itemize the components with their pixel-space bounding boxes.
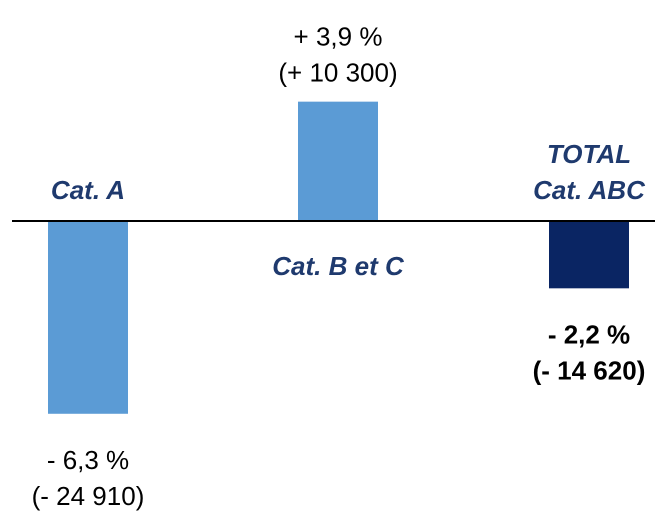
category-label-cat-a-line-1: Cat. A (51, 175, 125, 205)
category-label-cat-b-et-c-line-1: Cat. B et C (272, 251, 405, 281)
bar-cat-b-et-c (298, 101, 378, 221)
data-label-cat-b-et-c-line-2: (+ 10 300) (278, 58, 397, 88)
data-label-cat-b-et-c-line-1: + 3,9 % (294, 22, 383, 52)
data-label-cat-a-line-2: (- 24 910) (32, 481, 145, 511)
category-label-total-cat-abc-line-1: TOTAL (547, 139, 631, 169)
bar-total-cat-abc (549, 221, 629, 289)
bars-group (48, 101, 629, 414)
data-label-total-cat-abc-line-2: (- 14 620) (533, 355, 646, 385)
bar-cat-a (48, 221, 128, 414)
category-label-total-cat-abc-line-2: Cat. ABC (533, 175, 646, 205)
data-label-cat-a-line-1: - 6,3 % (47, 445, 129, 475)
data-label-total-cat-abc-line-1: - 2,2 % (548, 319, 630, 349)
labels-group: Cat. A - 6,3 % (- 24 910) Cat. B et C + 3,9 … (32, 22, 646, 511)
